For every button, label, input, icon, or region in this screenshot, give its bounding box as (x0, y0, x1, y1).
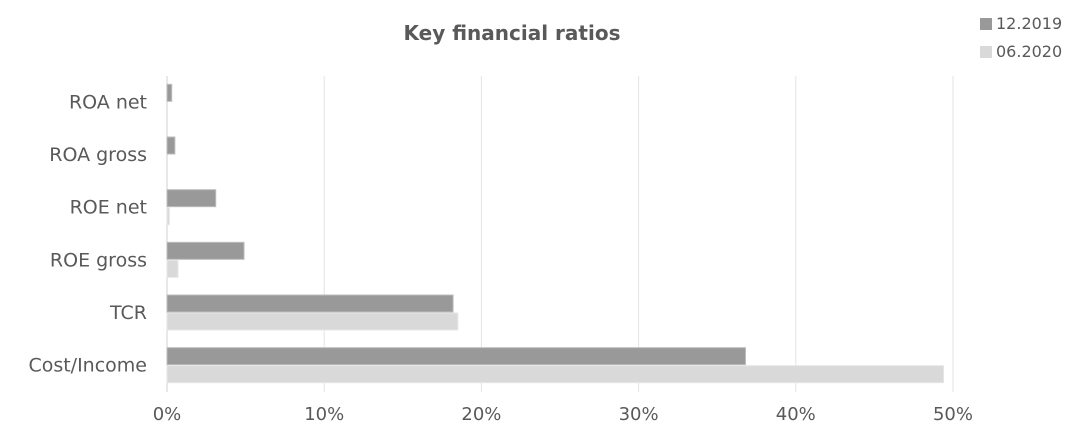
category-label: Cost/Income (28, 355, 147, 377)
category-label: TCR (109, 302, 147, 324)
bar-12.2019-ROE net (166, 189, 217, 208)
x-tick-label: 30% (619, 404, 659, 425)
category-label: ROA gross (49, 144, 147, 166)
legend-label: 06.2020 (996, 42, 1062, 61)
category-labels: ROA net ROA gross ROE net ROE gross TCR Cost/… (28, 91, 147, 376)
bar-12.2019-ROE gross (166, 241, 245, 260)
bars (166, 83, 945, 384)
chart-title: Key financial ratios (404, 21, 621, 45)
bar-12.2019-Cost/Income (166, 347, 746, 366)
gridlines (166, 76, 954, 392)
bar-06.2020-Cost/Income (166, 365, 945, 384)
x-tick-label: 20% (461, 404, 501, 425)
x-tick-label: 0% (153, 404, 182, 425)
x-tick-label: 50% (933, 404, 973, 425)
bar-12.2019-ROA net (166, 83, 173, 102)
category-label: ROE net (70, 197, 147, 219)
category-label: ROE gross (50, 249, 147, 271)
x-tick-label: 10% (304, 404, 344, 425)
bar-06.2020-ROE gross (166, 259, 179, 278)
bar-12.2019-ROA gross (166, 136, 176, 155)
legend-swatch (980, 46, 992, 58)
x-tick-label: 40% (776, 404, 816, 425)
legend-label: 12.2019 (996, 14, 1062, 33)
x-tick-labels: 0% 10% 20% 30% 40% 50% (153, 404, 973, 425)
category-label: ROA net (69, 91, 147, 113)
legend-swatch (980, 18, 992, 30)
bar-06.2020-ROE net (166, 207, 170, 226)
legend: 12.2019 06.2020 (980, 14, 1062, 61)
bar-12.2019-TCR (166, 294, 454, 313)
bar-06.2020-TCR (166, 312, 459, 331)
